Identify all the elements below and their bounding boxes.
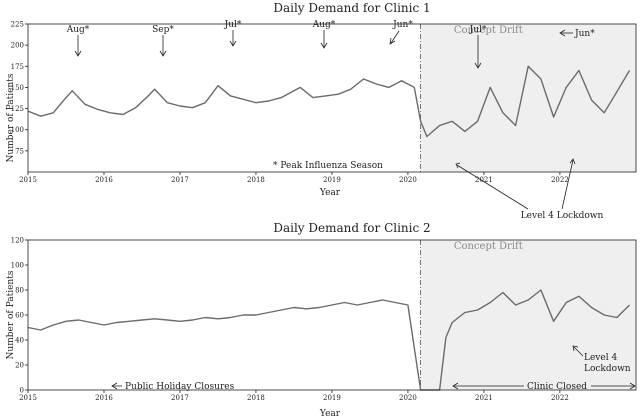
arrowhead: [572, 345, 579, 352]
annotations: Public Holiday Closures Clinic Closed Le…: [111, 345, 636, 392]
x-tick-label: 2018: [247, 394, 265, 402]
concept-drift-region: [420, 240, 636, 390]
annotation-arrow: [561, 159, 574, 210]
y-tick-label: 125: [11, 105, 24, 113]
x-tick-label: 2015: [19, 176, 37, 184]
annotation-arrow: [456, 164, 529, 210]
annotation-lockdown: Lockdown: [584, 364, 631, 374]
annotation-aug-2015: Aug*: [66, 25, 90, 35]
annotation-public-holiday-closures: Public Holiday Closures: [125, 382, 235, 392]
arrowhead: [320, 42, 328, 49]
y-tick-label: 40: [15, 337, 24, 345]
x-axis-label: Year: [319, 409, 341, 419]
x-tick-label: 2017: [171, 394, 189, 402]
annotation-sep-2016: Sep*: [152, 25, 174, 35]
y-tick-label: 0: [20, 387, 24, 395]
annotation-jul-2017: Jul*: [224, 20, 242, 30]
series-line: [27, 289, 630, 391]
y-tick-label: 200: [11, 42, 24, 50]
chart-title: Daily Demand for Clinic 2: [273, 221, 430, 235]
y-axis-ticks: 75 100 125 150 175 200 225: [11, 21, 28, 155]
chart-title: Daily Demand for Clinic 1: [273, 1, 430, 15]
x-tick-label: 2021: [475, 176, 493, 184]
y-tick-label: 60: [15, 312, 24, 320]
arrowhead: [74, 50, 82, 57]
arrowhead: [455, 162, 461, 169]
x-axis-label: Year: [319, 188, 341, 198]
arrowhead: [111, 382, 118, 390]
x-tick-label: 2019: [323, 394, 341, 402]
concept-drift-region: [420, 24, 636, 172]
x-tick-label: 2022: [551, 394, 569, 402]
annotation-aug-2018: Aug*: [312, 20, 336, 30]
x-tick-label: 2016: [95, 394, 113, 402]
arrowhead: [452, 382, 459, 390]
y-tick-label: 175: [11, 63, 24, 71]
annotation-level-4: Level 4: [584, 353, 617, 363]
arrowhead: [569, 158, 576, 165]
y-axis-ticks: 0 20 40 60 80 100 120: [11, 237, 28, 395]
annotation-clinic-closed: Clinic Closed: [527, 382, 587, 392]
series-line-group: [27, 289, 630, 391]
arrowhead: [629, 382, 636, 390]
arrowhead: [474, 62, 482, 69]
x-tick-label: 2019: [323, 176, 341, 184]
arrowhead: [559, 29, 566, 37]
y-axis-label: Number of Patients: [6, 270, 16, 359]
x-tick-label: 2020: [399, 394, 417, 402]
y-tick-label: 20: [15, 362, 24, 370]
x-axis-ticks: 2015 2016 2017 2018 2019 2020 2021 2022: [19, 172, 569, 184]
arrowhead: [159, 50, 167, 57]
annotation-arrow: [390, 30, 400, 44]
y-tick-label: 80: [15, 287, 24, 295]
y-tick-label: 225: [11, 21, 24, 29]
panel-clinic-2: Daily Demand for Clinic 2 Concept Drift …: [6, 221, 637, 419]
series-line: [27, 65, 631, 138]
x-tick-label: 2016: [95, 176, 113, 184]
annotation-jun-2021: Jun*: [574, 29, 595, 39]
panel-clinic-1: Daily Demand for Clinic 1 Concept Drift …: [6, 1, 637, 221]
footnote-peak-influenza: * Peak Influenza Season: [273, 161, 383, 171]
concept-drift-label: Concept Drift: [454, 25, 523, 36]
y-tick-label: 100: [11, 126, 24, 134]
series-line-group: [27, 65, 631, 138]
arrowhead: [389, 37, 396, 45]
annotation-jul-2020: Jul*: [469, 25, 487, 35]
y-tick-label: 75: [15, 147, 24, 155]
y-tick-label: 150: [11, 84, 24, 92]
x-tick-label: 2020: [399, 176, 417, 184]
x-tick-label: 2018: [247, 176, 265, 184]
y-tick-label: 100: [11, 262, 24, 270]
x-tick-label: 2015: [19, 394, 37, 402]
annotations: Aug* Sep* Jul* Aug* Jun* Jul* Jun* * Pea…: [66, 20, 604, 221]
x-tick-label: 2021: [475, 394, 493, 402]
y-axis-label: Number of Patients: [6, 73, 16, 162]
arrowhead: [229, 40, 237, 47]
x-tick-label: 2017: [171, 176, 189, 184]
x-tick-label: 2022: [551, 176, 569, 184]
concept-drift-label: Concept Drift: [454, 241, 523, 252]
x-axis-ticks: 2015 2016 2017 2018 2019 2020 2021 2022: [19, 390, 569, 402]
y-tick-label: 120: [11, 237, 24, 245]
annotation-arrow: [573, 346, 584, 357]
annotation-jun-2019: Jun*: [392, 20, 413, 30]
annotation-level-4-lockdown: Level 4 Lockdown: [521, 211, 604, 221]
